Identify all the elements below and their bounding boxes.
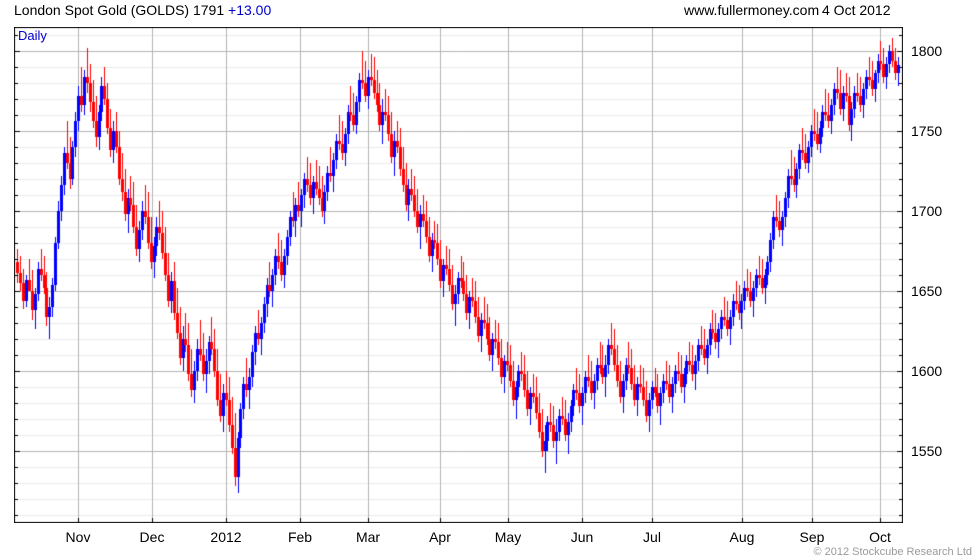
- copyright-notice: © 2012 Stockcube Research Ltd: [813, 546, 972, 558]
- y-axis-tick-label: 1650: [911, 283, 943, 299]
- instrument-title: London Spot Gold (GOLDS) 1791 +13.00: [14, 2, 271, 18]
- x-axis-tick-label: Nov: [65, 529, 91, 545]
- y-axis-tick-label: 1700: [911, 203, 943, 219]
- x-axis-tick-label: Feb: [287, 529, 313, 545]
- candlestick-canvas: [14, 27, 903, 523]
- header: London Spot Gold (GOLDS) 1791 +13.00 www…: [0, 0, 980, 22]
- website-label: www.fullermoney.com: [684, 2, 820, 18]
- y-axis-tick-label: 1600: [911, 363, 943, 379]
- plot-area: Daily: [14, 27, 903, 523]
- y-axis-tick-label: 1800: [911, 43, 943, 59]
- x-axis-tick-label: Sep: [799, 529, 825, 545]
- y-axis-tick-label: 1550: [911, 443, 943, 459]
- x-axis-tick-label: Aug: [729, 529, 755, 545]
- chart-date: 4 Oct 2012: [822, 2, 891, 18]
- x-axis-tick-label: Apr: [429, 529, 451, 545]
- x-axis-tick-label: Oct: [869, 529, 891, 545]
- y-axis-tick-label: 1750: [911, 123, 943, 139]
- frequency-label: Daily: [18, 28, 47, 43]
- x-axis-tick-label: 2012: [210, 529, 242, 545]
- x-axis-tick-label: May: [494, 529, 522, 545]
- x-axis-tick-label: Dec: [139, 529, 165, 545]
- x-axis-tick-label: Mar: [355, 529, 381, 545]
- x-axis-tick-label: Jun: [570, 529, 594, 545]
- instrument-name-and-price: London Spot Gold (GOLDS) 1791: [14, 2, 225, 18]
- price-change: +13.00: [228, 2, 272, 18]
- x-axis-tick-label: Jul: [643, 529, 661, 545]
